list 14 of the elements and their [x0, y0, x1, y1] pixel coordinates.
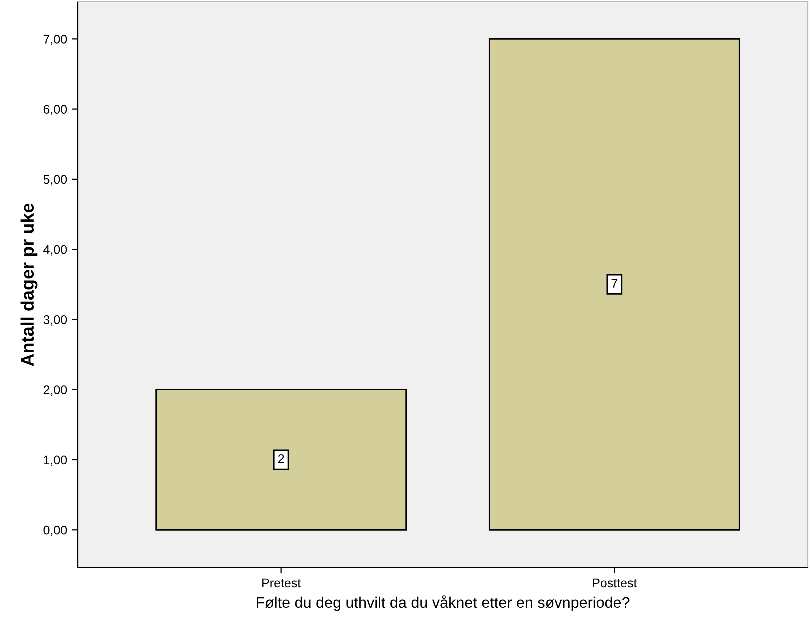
y-tick-label: 7,00 — [44, 34, 68, 46]
x-tick-label: Posttest — [593, 578, 638, 588]
y-axis-title: Antall dager pr uke — [20, 204, 38, 366]
y-tick-label: 5,00 — [44, 175, 68, 186]
x-axis-title: Følte du deg uthvilt da du våknet etter en søvnperiode? — [257, 596, 630, 612]
y-tick-label: 3,00 — [44, 316, 68, 326]
y-tick-label: 2,00 — [44, 386, 68, 396]
x-tick-label: Pretest — [262, 578, 302, 588]
y-tick-label: 1,00 — [44, 456, 68, 466]
y-tick-label: 0,00 — [44, 526, 68, 536]
y-tick-label: 6,00 — [44, 105, 68, 116]
y-tick-label: 4,00 — [44, 245, 68, 256]
data-label: 2 — [278, 454, 284, 464]
data-label: 7 — [612, 279, 618, 288]
